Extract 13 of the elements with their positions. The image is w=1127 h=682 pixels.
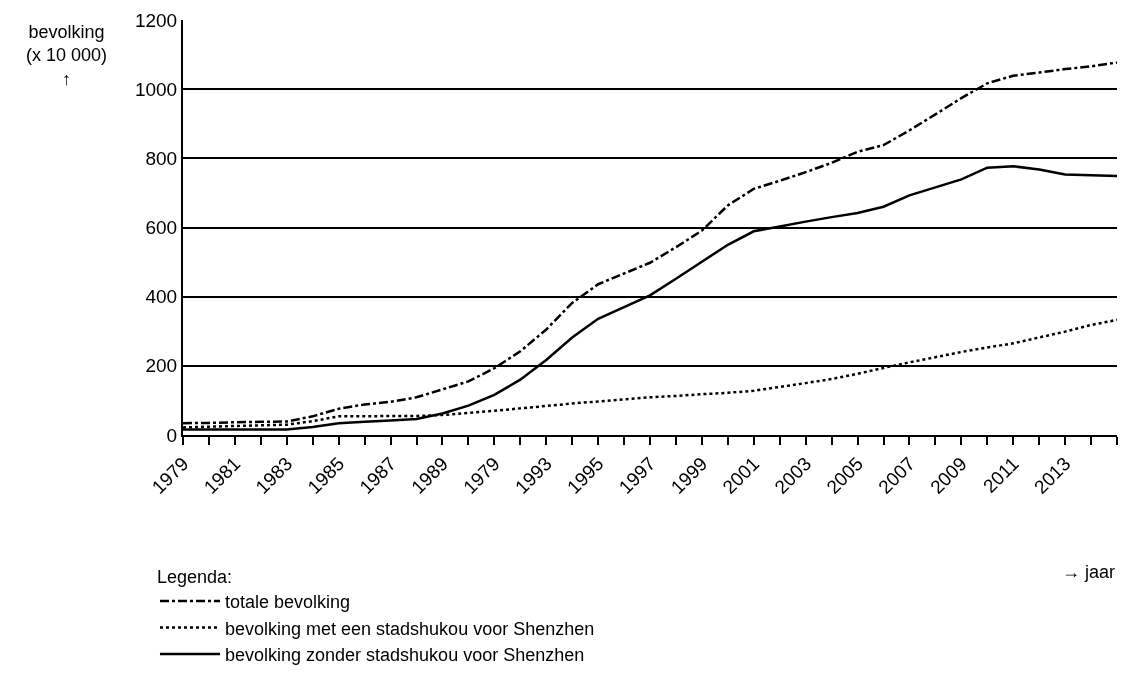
- legend-label: bevolking met een stadshukou voor Shenzhen: [224, 618, 595, 639]
- y-tick-label: 200: [145, 355, 178, 377]
- y-tick-label: 600: [145, 217, 178, 239]
- legend-title: Legenda:: [156, 566, 233, 587]
- y-tick-label: 0: [166, 424, 178, 446]
- y-tick-label: 800: [145, 147, 178, 169]
- y-axis-title: bevolking (x 10 000) ↑: [26, 22, 108, 89]
- legend-label: bevolking zonder stadshukou voor Shenzhen: [224, 644, 585, 665]
- y-tick-label: 400: [145, 286, 178, 308]
- y-tick-label: 1200: [134, 9, 178, 31]
- x-axis-title: → jaar: [1062, 562, 1116, 582]
- y-tick-label: 1000: [134, 78, 178, 100]
- legend-label: totale bevolking: [224, 592, 351, 613]
